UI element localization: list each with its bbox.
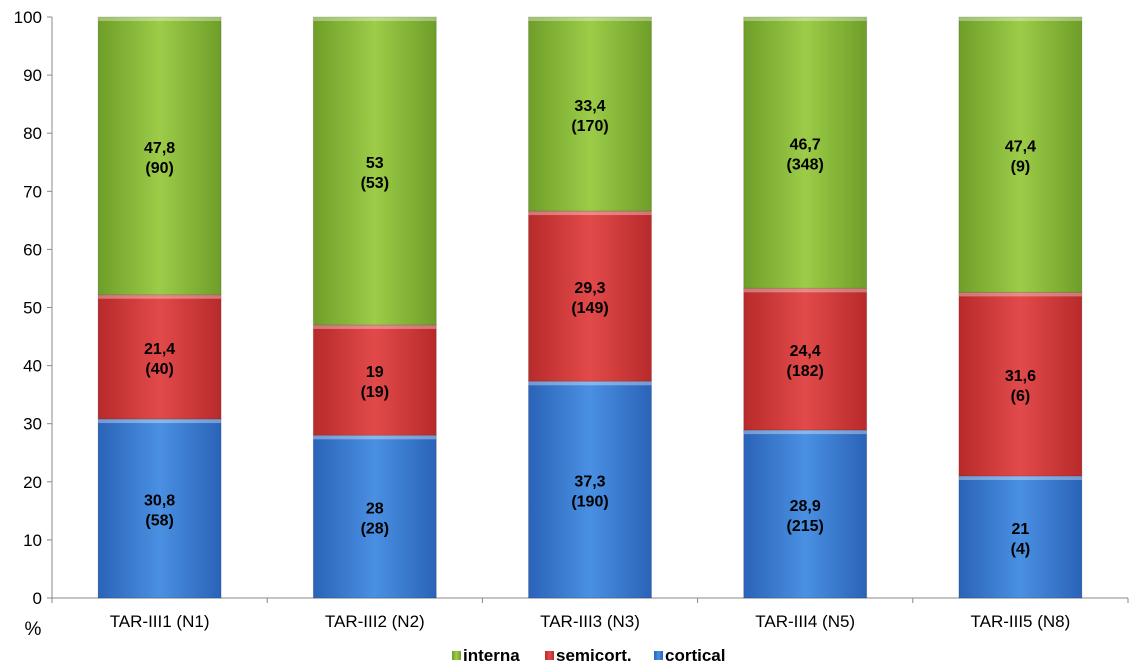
data-label-count: (6) (1011, 388, 1031, 405)
x-tick-label: TAR-III5 (N8) (970, 612, 1070, 631)
bar-highlight (528, 381, 652, 386)
bar-cortical-2 (528, 380, 652, 599)
data-label-value: 21,4 (144, 341, 175, 358)
bar-semicort-2 (528, 210, 652, 382)
data-label-count: (170) (571, 118, 608, 135)
data-label-value: 31,6 (1005, 368, 1036, 385)
bar-highlight (313, 324, 437, 329)
bar-interna-3 (743, 16, 868, 289)
legend-swatch-interna (452, 651, 461, 660)
bar-semicort-3 (743, 287, 868, 431)
bars (97, 16, 1083, 599)
bar-highlight (98, 17, 222, 21)
data-label-count: (28) (361, 521, 389, 538)
data-label-count: (215) (787, 518, 824, 535)
data-label-value: 21 (1012, 521, 1030, 538)
y-tick-label: 90 (23, 66, 42, 85)
data-label-count: (149) (571, 300, 608, 317)
bar-cortical-3 (743, 429, 868, 599)
y-tick-label: 80 (23, 124, 42, 143)
x-tick-label: TAR-III3 (N3) (540, 612, 640, 631)
data-label-count: (40) (145, 361, 173, 378)
data-label-count: (182) (787, 363, 824, 380)
data-label-value: 33,4 (574, 98, 605, 115)
data-label-value: 46,7 (790, 137, 821, 154)
bar-interna-2 (528, 16, 652, 212)
bar-cortical-4 (958, 475, 1083, 599)
data-label-count: (190) (571, 494, 608, 511)
data-label-value: 28,9 (790, 498, 821, 515)
y-tick-label: 10 (23, 531, 42, 550)
bar-highlight (98, 294, 222, 299)
bar-highlight (528, 211, 652, 216)
bar-cortical-0 (97, 418, 222, 599)
data-label-value: 53 (366, 155, 384, 172)
axes: 0 10 20 30 40 50 60 70 80 90 100% TAR-III1 (N1) TAR-… (14, 8, 1129, 640)
bar-highlight (958, 475, 1082, 480)
data-label-value: 37,3 (574, 474, 605, 491)
data-label-count: (53) (361, 175, 389, 192)
legend-swatch-cortical (654, 651, 663, 660)
y-tick-label: 40 (23, 357, 42, 376)
x-tick-label: TAR-III4 (N5) (755, 612, 855, 631)
data-label-count: (58) (145, 513, 173, 530)
y-tick-label: 100 (14, 8, 42, 27)
data-label-value: 47,4 (1005, 139, 1036, 156)
bar-highlight (743, 17, 867, 21)
data-label-count: (19) (361, 384, 389, 401)
y-tick-label: 50 (23, 299, 42, 318)
data-label-value: 47,8 (144, 140, 175, 157)
legend-label-cortical: cortical (665, 646, 725, 665)
data-label-value: 19 (366, 364, 384, 381)
bar-interna-0 (97, 16, 222, 296)
bar-highlight (743, 430, 867, 435)
legend: interna semicort. cortical (452, 646, 725, 665)
x-tick-label: TAR-III2 (N2) (325, 612, 425, 631)
bar-highlight (958, 17, 1082, 21)
y-tick-label: 0 (33, 589, 42, 608)
data-label-value: 30,8 (144, 493, 175, 510)
bar-semicort-4 (958, 291, 1083, 477)
bar-semicort-1 (312, 324, 437, 436)
legend-label-interna: interna (463, 646, 520, 665)
bar-highlight (313, 435, 437, 440)
bar-highlight (958, 292, 1082, 297)
y-tick-label: 60 (23, 240, 42, 259)
data-labels: 30,8 (58) 21,4 (40) 47,8 (90) 28 (28) 19 (19) 53 (5… (144, 98, 1036, 558)
bar-interna-4 (958, 16, 1083, 293)
bar-semicort-0 (97, 294, 222, 420)
data-label-value: 24,4 (790, 343, 821, 360)
data-label-count: (4) (1011, 541, 1031, 558)
data-label-value: 29,3 (574, 280, 605, 297)
data-label-count: (90) (145, 160, 173, 177)
bar-interna-1 (312, 16, 437, 326)
data-label-count: (348) (787, 157, 824, 174)
x-tick-label: TAR-III1 (N1) (110, 612, 210, 631)
y-tick-label: 70 (23, 182, 42, 201)
data-label-count: (9) (1011, 159, 1031, 176)
y-tick-label: 20 (23, 473, 42, 492)
bar-highlight (743, 288, 867, 293)
legend-swatch-semicort (545, 651, 554, 660)
bar-highlight (313, 17, 437, 21)
bar-cortical-1 (312, 434, 437, 599)
bar-highlight (98, 419, 222, 424)
bar-highlight (528, 17, 652, 21)
y-tick-label: 30 (23, 415, 42, 434)
legend-label-semicort: semicort. (556, 646, 632, 665)
data-label-value: 28 (366, 501, 384, 518)
y-axis-label: % (25, 619, 42, 640)
